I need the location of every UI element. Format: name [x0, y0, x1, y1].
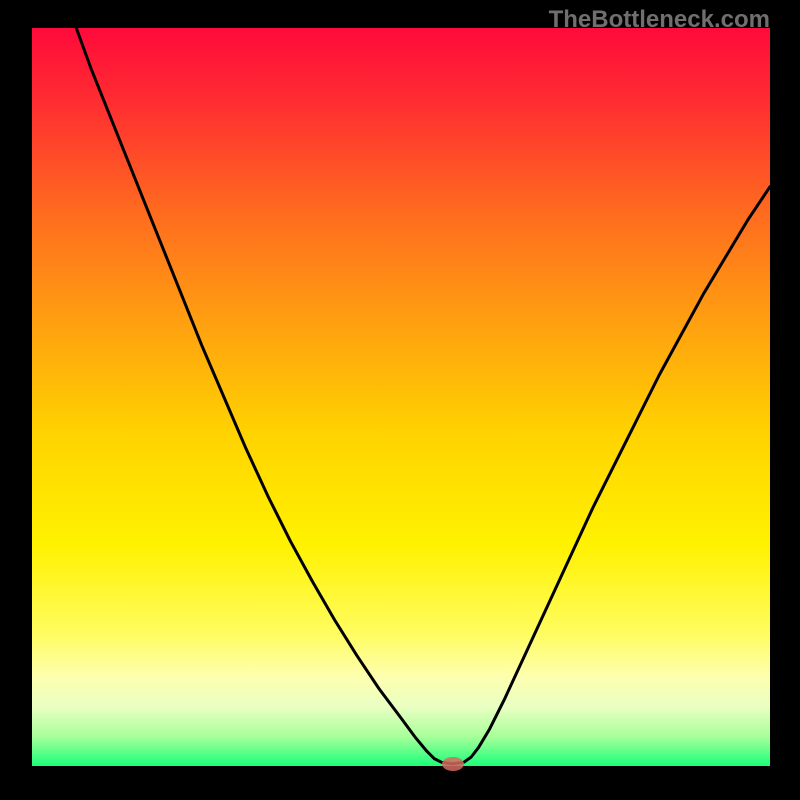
- minimum-marker: [442, 757, 464, 771]
- gradient-background: [32, 28, 770, 766]
- watermark-text: TheBottleneck.com: [549, 6, 770, 34]
- plot-area: [32, 28, 770, 766]
- chart-container: TheBottleneck.com: [0, 0, 800, 800]
- plot-svg: [32, 28, 770, 766]
